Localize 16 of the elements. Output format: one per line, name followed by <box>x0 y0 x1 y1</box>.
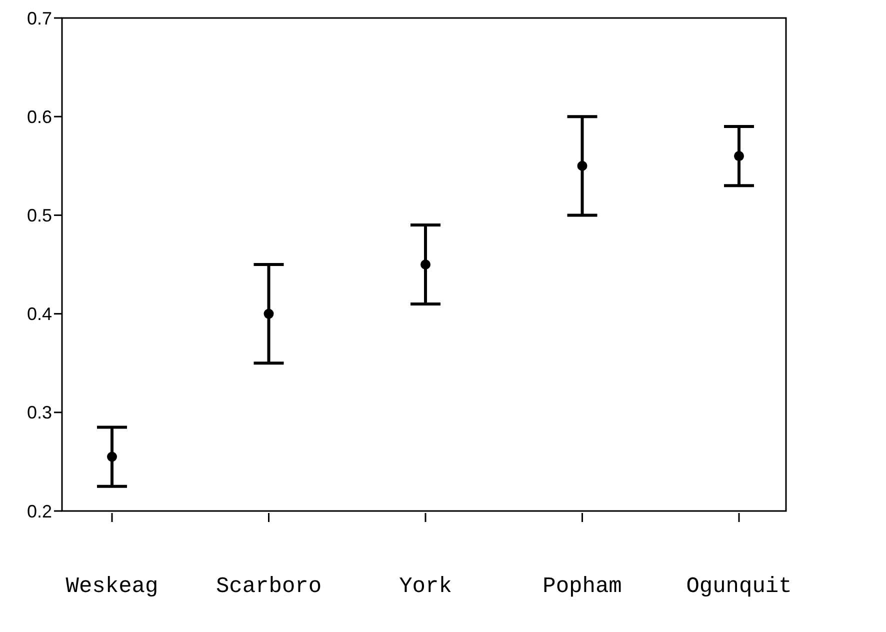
y-tick-label: 0.3 <box>26 402 52 423</box>
point <box>734 151 744 162</box>
y-tick-label: 0.7 <box>26 8 52 28</box>
x-tick-label: York <box>399 574 452 599</box>
x-tick-label: Weskeag <box>66 574 158 599</box>
y-tick-label: 0.2 <box>26 501 52 522</box>
y-tick-label: 0.4 <box>26 304 52 324</box>
x-tick-label: Scarboro <box>216 574 322 599</box>
x-tick-label: Popham <box>542 574 622 599</box>
y-tick-label: 0.6 <box>26 106 52 127</box>
point <box>577 160 588 171</box>
x-tick-label: Ogunquit <box>686 574 792 599</box>
point <box>420 260 430 270</box>
y-tick-label: 0.5 <box>26 206 52 226</box>
point <box>107 452 117 462</box>
point <box>264 308 274 319</box>
